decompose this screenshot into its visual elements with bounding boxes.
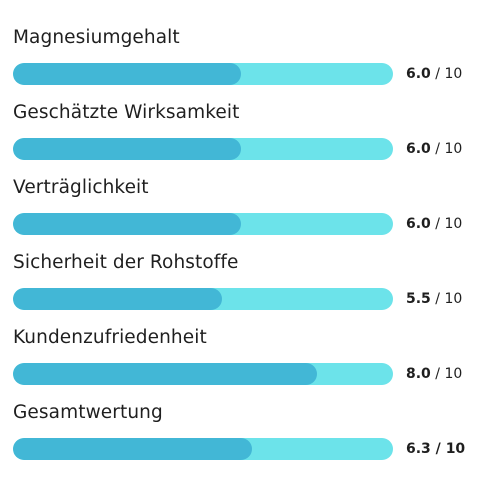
rating-label: Geschätzte Wirksamkeit (13, 102, 240, 123)
score-value: 6.0 (406, 141, 431, 157)
score-max: 10 (444, 291, 463, 307)
score-max: 10 (444, 66, 463, 82)
rating-bar-track (13, 288, 393, 310)
rating-row-raw-material-safety: Sicherheit der Rohstoffe 5.5 / 10 (0, 250, 482, 326)
score-value: 8.0 (406, 366, 431, 382)
score-value: 6.0 (406, 66, 431, 82)
rating-bar-track (13, 363, 393, 385)
score-separator: / (430, 216, 445, 232)
rating-label: Kundenzufriedenheit (13, 327, 207, 348)
rating-label: Magnesiumgehalt (13, 27, 180, 48)
rating-bar-fill (13, 213, 241, 235)
score-value: 6.0 (406, 216, 431, 232)
rating-score: 5.5 / 10 (406, 288, 462, 310)
rating-row-effectiveness: Geschätzte Wirksamkeit 6.0 / 10 (0, 100, 482, 176)
rating-score-total: 6.3 / 10 (406, 438, 465, 460)
score-value: 5.5 (406, 291, 431, 307)
score-max: 10 (444, 366, 463, 382)
rating-label: Verträglichkeit (13, 177, 149, 198)
score-max: 10 (444, 141, 463, 157)
rating-score: 8.0 / 10 (406, 363, 462, 385)
rating-bar-fill (13, 138, 241, 160)
rating-bar-track (13, 63, 393, 85)
score-max: 10 (444, 216, 463, 232)
rating-bar-fill (13, 438, 253, 460)
score-max: 10 (445, 441, 466, 457)
rating-bar-track (13, 213, 393, 235)
rating-bar-track (13, 438, 393, 460)
rating-row-overall: Gesamtwertung 6.3 / 10 (0, 400, 482, 476)
rating-bar-fill (13, 63, 241, 85)
rating-bar-fill (13, 288, 222, 310)
rating-row-tolerability: Verträglichkeit 6.0 / 10 (0, 175, 482, 251)
rating-score: 6.0 / 10 (406, 138, 462, 160)
score-separator: / (430, 66, 445, 82)
rating-score: 6.0 / 10 (406, 63, 462, 85)
rating-score: 6.0 / 10 (406, 213, 462, 235)
rating-row-magnesium: Magnesiumgehalt 6.0 / 10 (0, 25, 482, 101)
score-separator: / (430, 141, 445, 157)
rating-label: Sicherheit der Rohstoffe (13, 252, 239, 273)
score-separator: / (430, 441, 446, 457)
rating-bar-track (13, 138, 393, 160)
rating-label: Gesamtwertung (13, 402, 163, 423)
score-value: 6.3 (406, 441, 431, 457)
rating-row-customer-satisfaction: Kundenzufriedenheit 8.0 / 10 (0, 325, 482, 401)
rating-bar-fill (13, 363, 317, 385)
score-separator: / (430, 291, 445, 307)
score-separator: / (430, 366, 445, 382)
